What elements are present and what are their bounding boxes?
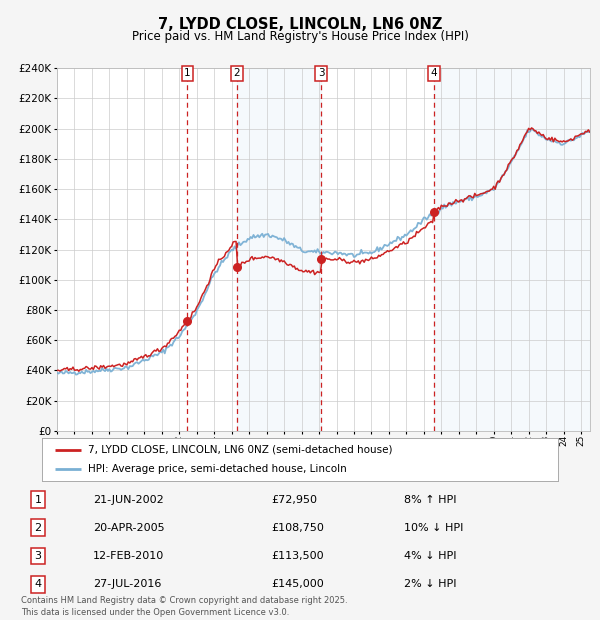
Text: 8% ↑ HPI: 8% ↑ HPI	[404, 495, 456, 505]
Bar	[237, 68, 321, 431]
Text: 21-JUN-2002: 21-JUN-2002	[92, 495, 163, 505]
Text: £108,750: £108,750	[271, 523, 324, 533]
Text: 1: 1	[34, 495, 41, 505]
Text: 3: 3	[318, 68, 325, 78]
Bar	[434, 68, 590, 431]
Text: £145,000: £145,000	[271, 579, 324, 589]
Text: Price paid vs. HM Land Registry's House Price Index (HPI): Price paid vs. HM Land Registry's House …	[131, 30, 469, 43]
Text: 7, LYDD CLOSE, LINCOLN, LN6 0NZ: 7, LYDD CLOSE, LINCOLN, LN6 0NZ	[158, 17, 442, 32]
Text: £72,950: £72,950	[271, 495, 317, 505]
Text: 2% ↓ HPI: 2% ↓ HPI	[404, 579, 456, 589]
Text: 2: 2	[34, 523, 41, 533]
Text: HPI: Average price, semi-detached house, Lincoln: HPI: Average price, semi-detached house,…	[88, 464, 347, 474]
Text: 4% ↓ HPI: 4% ↓ HPI	[404, 551, 456, 561]
Text: 7, LYDD CLOSE, LINCOLN, LN6 0NZ (semi-detached house): 7, LYDD CLOSE, LINCOLN, LN6 0NZ (semi-de…	[88, 445, 393, 454]
Text: Contains HM Land Registry data © Crown copyright and database right 2025.
This d: Contains HM Land Registry data © Crown c…	[21, 596, 347, 617]
Text: 4: 4	[430, 68, 437, 78]
Text: 1: 1	[184, 68, 191, 78]
Text: 2: 2	[233, 68, 240, 78]
Text: £113,500: £113,500	[271, 551, 324, 561]
Text: 20-APR-2005: 20-APR-2005	[92, 523, 164, 533]
Text: 4: 4	[34, 579, 41, 589]
Text: 10% ↓ HPI: 10% ↓ HPI	[404, 523, 463, 533]
Text: 12-FEB-2010: 12-FEB-2010	[92, 551, 164, 561]
Text: 3: 3	[34, 551, 41, 561]
Text: 27-JUL-2016: 27-JUL-2016	[92, 579, 161, 589]
